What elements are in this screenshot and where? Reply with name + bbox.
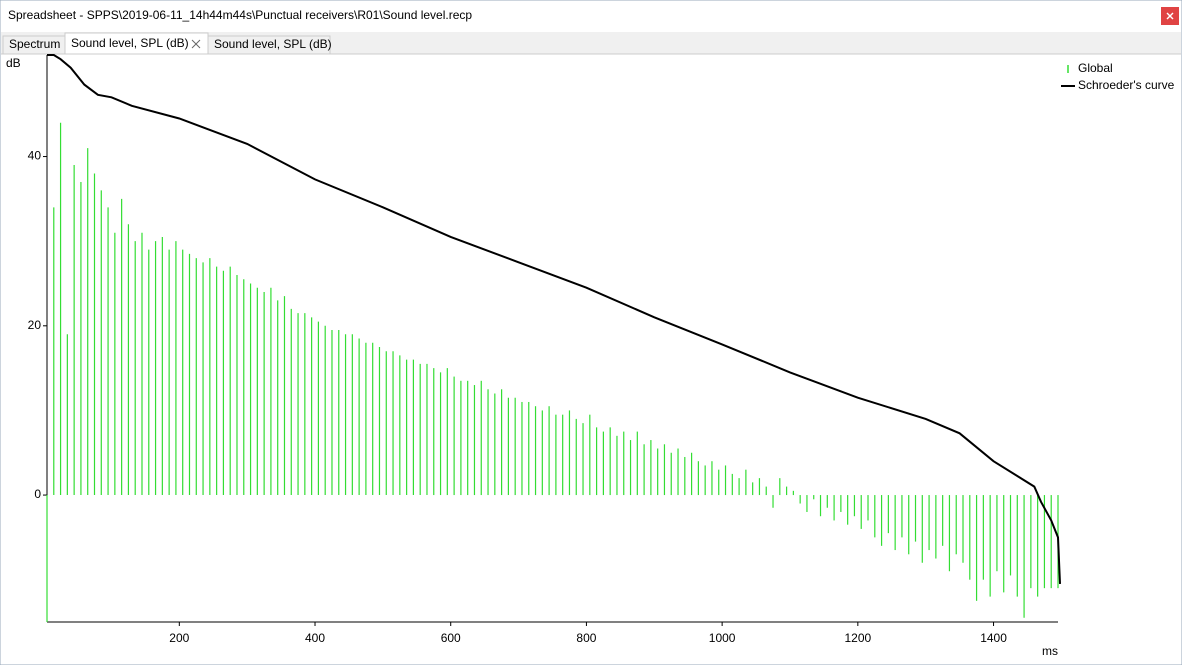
legend-label: Global	[1078, 61, 1113, 75]
y-tick-label: 20	[28, 318, 42, 332]
x-tick-label: 400	[305, 631, 325, 645]
x-tick-label: 1200	[844, 631, 871, 645]
tab-close-icon[interactable]	[191, 39, 201, 49]
line	[47, 54, 1061, 584]
tab-label[interactable]: Sound level, SPL (dB)	[71, 36, 189, 50]
x-tick-label: 200	[169, 631, 189, 645]
y-tick-label: 40	[28, 149, 42, 163]
tab-bg[interactable]	[207, 35, 331, 55]
x-tick-label: 800	[576, 631, 596, 645]
close-button[interactable]	[1161, 7, 1179, 25]
y-tick-label: 0	[34, 487, 41, 501]
tab[interactable]: Sound level, SPL (dB)	[207, 35, 332, 55]
x-tick-label: 600	[441, 631, 461, 645]
y-axis-label: dB	[6, 56, 21, 70]
tab[interactable]: Spectrum	[2, 35, 66, 55]
x-axis-label: ms	[1042, 644, 1058, 658]
x-tick-label: 1000	[709, 631, 736, 645]
window-title: Spreadsheet - SPPS\2019-06-11_14h44m44s\…	[8, 8, 472, 22]
legend-label: Schroeder's curve	[1078, 78, 1175, 92]
tab-label[interactable]: Spectrum	[9, 37, 60, 51]
x-tick-label: 1400	[980, 631, 1007, 645]
tab-label[interactable]: Sound level, SPL (dB)	[214, 37, 332, 51]
close-icon	[1166, 12, 1174, 20]
tab[interactable]: Sound level, SPL (dB)	[64, 32, 209, 55]
